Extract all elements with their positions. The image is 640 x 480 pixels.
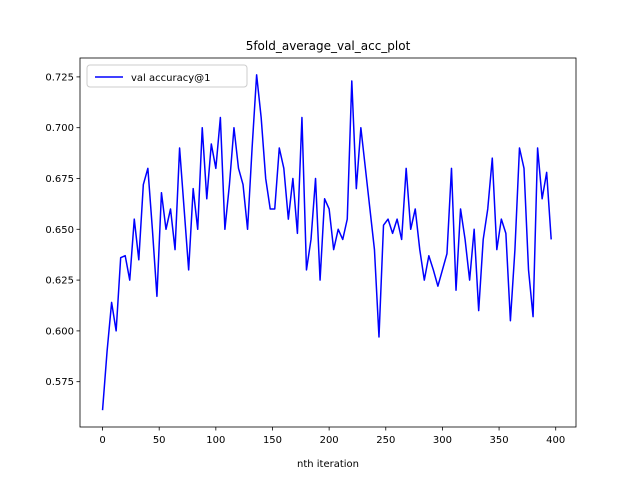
y-tick-label: 0.575 [45, 377, 74, 388]
legend-label: val accuracy@1 [131, 73, 210, 84]
x-tick-label: 150 [263, 435, 282, 446]
x-tick-label: 100 [206, 435, 225, 446]
x-tick-label: 50 [153, 435, 166, 446]
x-tick-label: 300 [433, 435, 452, 446]
x-tick-label: 250 [376, 435, 395, 446]
data-line [101, 74, 552, 411]
x-tick-label: 200 [320, 435, 339, 446]
y-tick-label: 0.725 [45, 72, 74, 83]
y-tick-label: 0.650 [45, 225, 74, 236]
y-tick-label: 0.700 [45, 123, 74, 134]
legend-box [86, 64, 248, 88]
y-tick-label: 0.625 [45, 276, 74, 287]
axes-frame [79, 57, 577, 428]
x-tick-label: 0 [99, 435, 105, 446]
y-tick-label: 0.675 [45, 174, 74, 185]
x-axis-label: nth iteration [297, 459, 359, 470]
x-tick-label: 350 [490, 435, 509, 446]
y-tick-label: 0.600 [45, 326, 74, 337]
chart-title: 5fold_average_val_acc_plot [246, 39, 411, 53]
x-tick-label: 400 [546, 435, 565, 446]
